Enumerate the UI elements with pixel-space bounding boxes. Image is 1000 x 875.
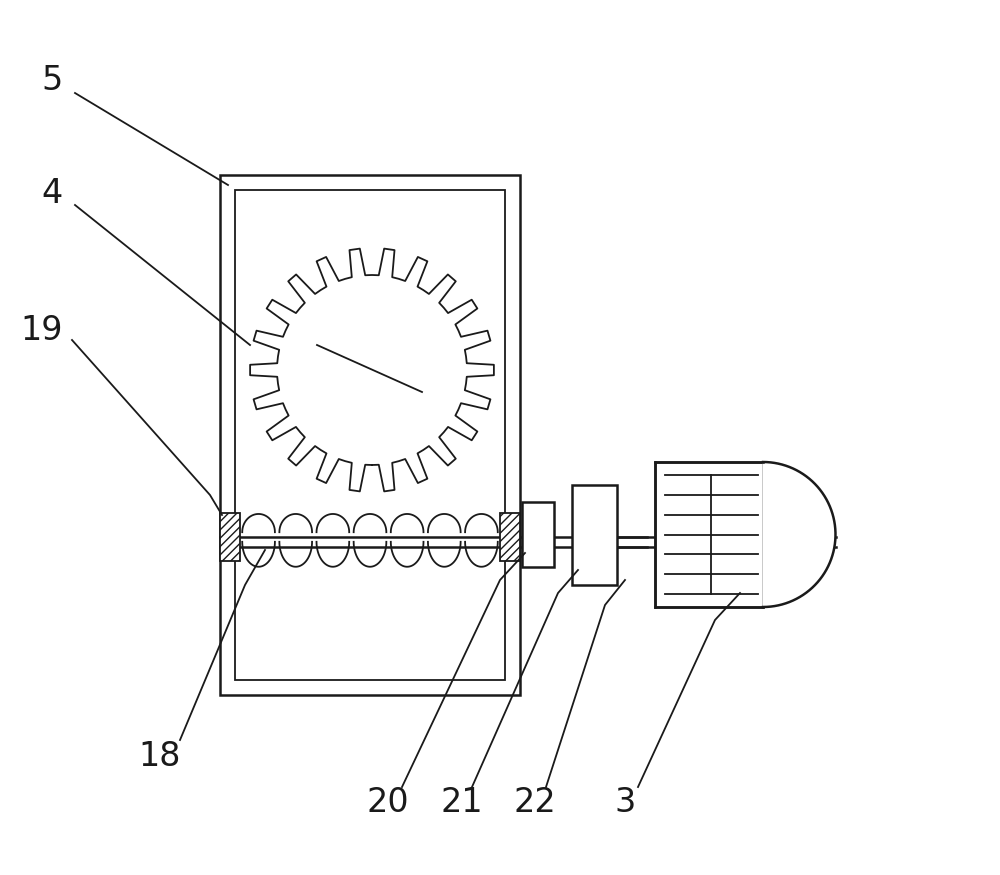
Text: 5: 5 (41, 64, 63, 96)
Text: 18: 18 (139, 740, 181, 774)
Bar (220, 175, 520, 695)
Bar (655, 462, 763, 607)
Bar (500, 513, 520, 561)
Text: 19: 19 (21, 313, 63, 346)
Text: 22: 22 (514, 787, 556, 820)
Bar (522, 502, 554, 567)
Text: 21: 21 (441, 787, 483, 820)
Bar (220, 513, 240, 561)
Bar (572, 485, 617, 585)
Text: 3: 3 (614, 787, 636, 820)
Polygon shape (763, 462, 835, 607)
Text: 20: 20 (367, 787, 409, 820)
Bar (235, 190, 505, 680)
Text: 4: 4 (41, 177, 63, 209)
